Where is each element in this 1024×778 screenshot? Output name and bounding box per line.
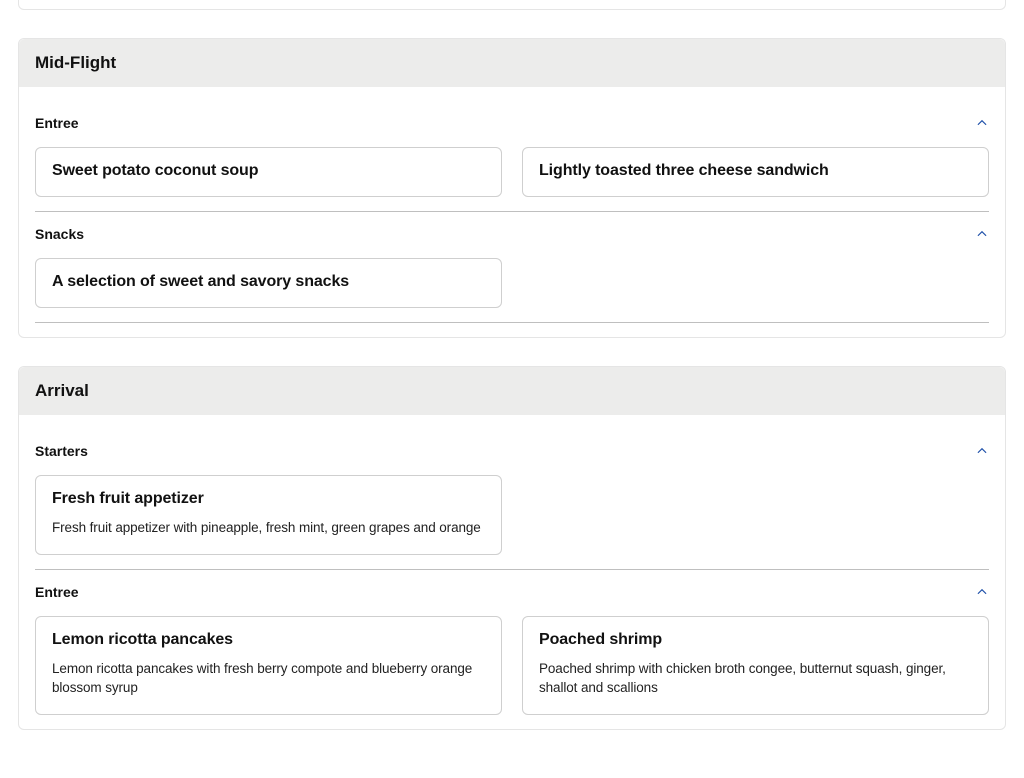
item-title: Sweet potato coconut soup <box>52 162 485 180</box>
item-description: Fresh fruit appetizer with pineapple, fr… <box>52 518 485 538</box>
preceding-panel-edge <box>18 0 1006 10</box>
divider <box>35 322 989 323</box>
empty-slot <box>522 475 989 555</box>
item-description: Lemon ricotta pancakes with fresh berry … <box>52 659 485 698</box>
section-title: Arrival <box>35 381 89 400</box>
category-entree: Entree Sweet potato coconut soup Lightly… <box>35 101 989 197</box>
category-starters: Starters Fresh fruit appetizer Fresh fru… <box>35 429 989 555</box>
menu-item-card[interactable]: Sweet potato coconut soup <box>35 147 502 197</box>
item-title: Poached shrimp <box>539 631 972 649</box>
section-arrival: Arrival Starters Fresh fruit appetizer F… <box>18 366 1006 730</box>
chevron-up-icon <box>975 444 989 458</box>
chevron-up-icon <box>975 585 989 599</box>
category-toggle[interactable]: Entree <box>35 115 989 141</box>
item-title: A selection of sweet and savory snacks <box>52 273 485 291</box>
menu-item-card[interactable]: Lemon ricotta pancakes Lemon ricotta pan… <box>35 616 502 715</box>
category-snacks: Snacks A selection of sweet and savory s… <box>35 211 989 308</box>
chevron-up-icon <box>975 116 989 130</box>
section-body: Entree Sweet potato coconut soup Lightly… <box>19 101 1005 337</box>
category-title: Entree <box>35 115 79 131</box>
category-toggle[interactable]: Snacks <box>35 226 989 252</box>
category-toggle[interactable]: Entree <box>35 584 989 610</box>
category-title: Snacks <box>35 226 84 242</box>
item-title: Lemon ricotta pancakes <box>52 631 485 649</box>
category-toggle[interactable]: Starters <box>35 443 989 469</box>
section-header: Arrival <box>19 367 1005 415</box>
item-title: Lightly toasted three cheese sandwich <box>539 162 972 180</box>
section-body: Starters Fresh fruit appetizer Fresh fru… <box>19 429 1005 729</box>
menu-item-card[interactable]: Lightly toasted three cheese sandwich <box>522 147 989 197</box>
chevron-up-icon <box>975 227 989 241</box>
category-entree: Entree Lemon ricotta pancakes Lemon rico… <box>35 569 989 715</box>
category-title: Starters <box>35 443 88 459</box>
empty-slot <box>522 258 989 308</box>
item-title: Fresh fruit appetizer <box>52 490 485 508</box>
items-row: Sweet potato coconut soup Lightly toaste… <box>35 147 989 197</box>
menu-item-card[interactable]: A selection of sweet and savory snacks <box>35 258 502 308</box>
section-header: Mid-Flight <box>19 39 1005 87</box>
menu-item-card[interactable]: Fresh fruit appetizer Fresh fruit appeti… <box>35 475 502 555</box>
items-row: A selection of sweet and savory snacks <box>35 258 989 308</box>
items-row: Fresh fruit appetizer Fresh fruit appeti… <box>35 475 989 555</box>
items-row: Lemon ricotta pancakes Lemon ricotta pan… <box>35 616 989 715</box>
category-title: Entree <box>35 584 79 600</box>
menu-item-card[interactable]: Poached shrimp Poached shrimp with chick… <box>522 616 989 715</box>
section-mid-flight: Mid-Flight Entree Sweet potato coconut s… <box>18 38 1006 338</box>
item-description: Poached shrimp with chicken broth congee… <box>539 659 972 698</box>
section-title: Mid-Flight <box>35 53 116 72</box>
